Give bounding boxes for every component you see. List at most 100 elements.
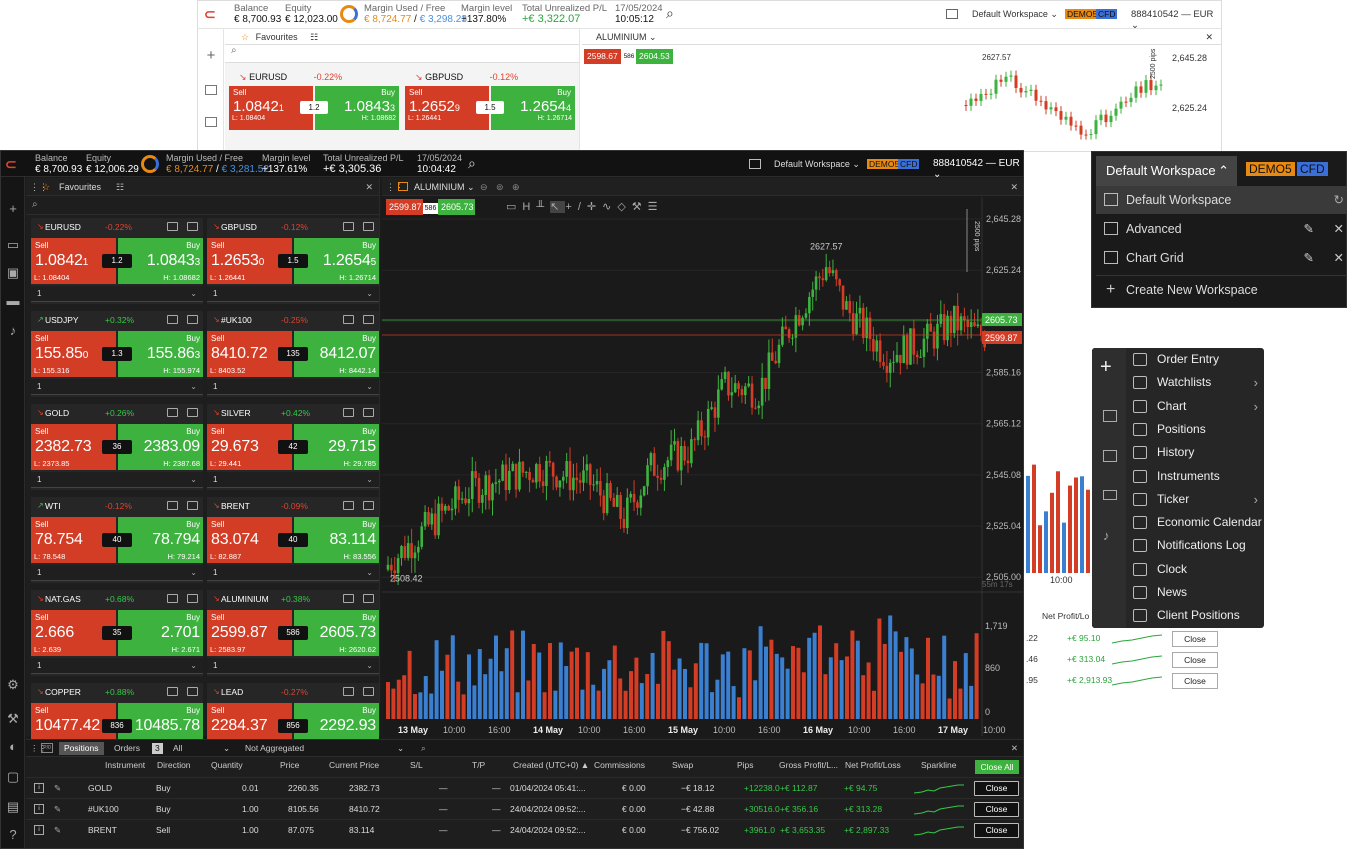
- chart-icon[interactable]: [363, 315, 374, 324]
- list-icon[interactable]: ☰: [647, 201, 664, 213]
- edit-icon[interactable]: ✎: [54, 825, 62, 835]
- workspace-dropdown-button[interactable]: Default Workspace ⌃: [1096, 156, 1237, 186]
- help-icon[interactable]: ?: [9, 827, 17, 842]
- close-all-button[interactable]: Close All: [975, 760, 1019, 774]
- info-icon[interactable]: i: [34, 783, 44, 793]
- paint-icon[interactable]: ⚒: [631, 201, 648, 213]
- chat-icon[interactable]: [343, 687, 354, 696]
- buy-button[interactable]: Buy 8412.07 H: 8442.14: [294, 331, 379, 377]
- document-icon[interactable]: ▤: [6, 799, 20, 814]
- chart-icon[interactable]: [363, 408, 374, 417]
- order-entry-icon[interactable]: ▭: [6, 237, 20, 252]
- menu-item-history[interactable]: History: [1126, 441, 1262, 464]
- monitor-icon[interactable]: [946, 9, 958, 19]
- light-sell-gbpusd[interactable]: Sell 1.26529 L: 1.26441: [405, 86, 489, 130]
- column-header[interactable]: Current Price: [329, 760, 380, 770]
- sell-button[interactable]: Sell 2.666 L: 2.639: [31, 610, 116, 656]
- menu-item-ticker[interactable]: Ticker ›: [1126, 488, 1262, 511]
- menu-item-notifications-log[interactable]: Notifications Log: [1126, 534, 1262, 557]
- shapes-icon[interactable]: ◇: [617, 201, 632, 213]
- sell-button[interactable]: Sell 1.08421 L: 1.08404: [31, 238, 116, 284]
- buy-button[interactable]: Buy 2.701 H: 2.671: [118, 610, 203, 656]
- buy-button[interactable]: Buy 155.863 H: 155.974: [118, 331, 203, 377]
- zoom-in-icon[interactable]: ⊕: [512, 182, 520, 192]
- buy-button[interactable]: Buy 1.26545 H: 1.26714: [294, 238, 379, 284]
- settings-icon[interactable]: ⚙: [7, 677, 19, 692]
- light-sell-eurusd[interactable]: Sell 1.08421 L: 1.08404: [229, 86, 313, 130]
- column-header[interactable]: S/L: [410, 760, 423, 770]
- chat-icon[interactable]: [167, 501, 178, 510]
- edit-icon[interactable]: ✎: [54, 804, 62, 814]
- chat-icon[interactable]: ▢: [6, 769, 20, 784]
- edit-icon[interactable]: ✎: [1303, 222, 1314, 236]
- line-tool-icon[interactable]: /: [577, 201, 587, 213]
- buy-button[interactable]: Buy 1.08433 H: 1.08682: [118, 238, 203, 284]
- chart-type-icon[interactable]: [398, 182, 408, 191]
- close-icon[interactable]: ✕: [1010, 182, 1018, 192]
- column-header[interactable]: Commissions: [594, 760, 646, 770]
- chart-icon[interactable]: [187, 315, 198, 324]
- sell-button[interactable]: Sell 2599.87 L: 2583.97: [207, 610, 292, 656]
- column-header[interactable]: Instrument: [105, 760, 146, 770]
- chat-icon[interactable]: [167, 222, 178, 231]
- crosshair-icon[interactable]: +: [565, 201, 578, 213]
- table-row[interactable]: i ✎ #UK100 Buy 1.00 8105.56 8410.72 — — 24/04/20…: [26, 798, 1023, 819]
- workspace-item-chart-grid[interactable]: Chart Grid ✎ ✕: [1096, 244, 1347, 272]
- menu-item-client-positions[interactable]: Client Positions: [1126, 604, 1262, 627]
- chart-icon[interactable]: [363, 594, 374, 603]
- timeframe-icon[interactable]: H: [522, 201, 537, 213]
- drag-handle-icon[interactable]: ⋮⋮: [386, 182, 404, 192]
- close-icon[interactable]: ✕: [365, 182, 373, 192]
- quantity-select[interactable]: 1⌄: [207, 658, 379, 674]
- quantity-select[interactable]: 1⌄: [207, 565, 379, 581]
- create-workspace-button[interactable]: + Create New Workspace: [1096, 275, 1347, 303]
- close-icon[interactable]: ✕: [1205, 32, 1213, 42]
- drag-handle-icon[interactable]: ⋮⋮: [30, 182, 48, 192]
- order-entry-icon[interactable]: [1103, 410, 1117, 422]
- menu-item-positions[interactable]: Positions: [1126, 418, 1262, 441]
- quantity-select[interactable]: 1⌄: [31, 565, 203, 581]
- light-buy-eurusd[interactable]: Buy 1.08433 H: 1.08682: [315, 86, 399, 130]
- chart-icon[interactable]: [187, 408, 198, 417]
- chart-buy-button[interactable]: 2605.73: [438, 199, 475, 215]
- quantity-select[interactable]: 1⌄: [31, 472, 203, 488]
- chat-icon[interactable]: [167, 315, 178, 324]
- chat-icon[interactable]: [343, 408, 354, 417]
- account-select[interactable]: 888410542 — EUR ⌄: [933, 158, 1020, 180]
- zoom-reset-icon[interactable]: ⊚: [496, 182, 504, 192]
- chart-icon[interactable]: [363, 687, 374, 696]
- chart-icon[interactable]: [187, 594, 198, 603]
- quantity-select[interactable]: 1⌄: [31, 286, 203, 302]
- sell-button[interactable]: Sell 8410.72 L: 8403.52: [207, 331, 292, 377]
- quantity-select[interactable]: 1⌄: [207, 472, 379, 488]
- quantity-select[interactable]: 1⌄: [31, 658, 203, 674]
- light-workspace-select[interactable]: Default Workspace ⌄: [972, 9, 1058, 19]
- theme-icon[interactable]: ◐: [9, 739, 17, 754]
- column-header[interactable]: Gross Profit/L...: [779, 760, 839, 770]
- menu-item-order-entry[interactable]: Order Entry: [1126, 348, 1262, 371]
- quantity-select[interactable]: 1⌄: [31, 379, 203, 395]
- light-bid-button[interactable]: 2598.67: [584, 49, 621, 64]
- watchlist-search-input[interactable]: ⌕: [26, 197, 380, 215]
- sell-button[interactable]: Sell 1.26530 L: 1.26441: [207, 238, 292, 284]
- grid-icon[interactable]: ☷: [116, 182, 125, 192]
- chart-icon[interactable]: [187, 501, 198, 510]
- chart-icon[interactable]: ▣: [6, 265, 20, 280]
- column-header[interactable]: Direction: [157, 760, 191, 770]
- grid-icon[interactable]: ☷: [310, 32, 319, 42]
- chart-panel-icon[interactable]: [205, 117, 217, 127]
- delete-icon[interactable]: ✕: [1333, 251, 1344, 265]
- wallet-icon[interactable]: [1103, 490, 1117, 500]
- buy-button[interactable]: Buy 29.715 H: 29.785: [294, 424, 379, 470]
- quantity-select[interactable]: 1⌄: [207, 286, 379, 302]
- sell-button[interactable]: Sell 83.074 L: 82.887: [207, 517, 292, 563]
- wallet-icon[interactable]: ▬: [6, 293, 20, 308]
- info-icon[interactable]: i: [34, 804, 44, 814]
- close-position-button[interactable]: Close: [974, 802, 1019, 817]
- star-icon[interactable]: ☆: [42, 182, 51, 192]
- quantity-select[interactable]: 1⌄: [207, 379, 379, 395]
- symbol-select[interactable]: ALUMINIUM ⌄: [414, 182, 475, 192]
- chart-icon[interactable]: [1103, 450, 1117, 462]
- workspace-select[interactable]: Default Workspace ⌄: [774, 159, 860, 169]
- cursor-icon[interactable]: ↖: [550, 201, 566, 213]
